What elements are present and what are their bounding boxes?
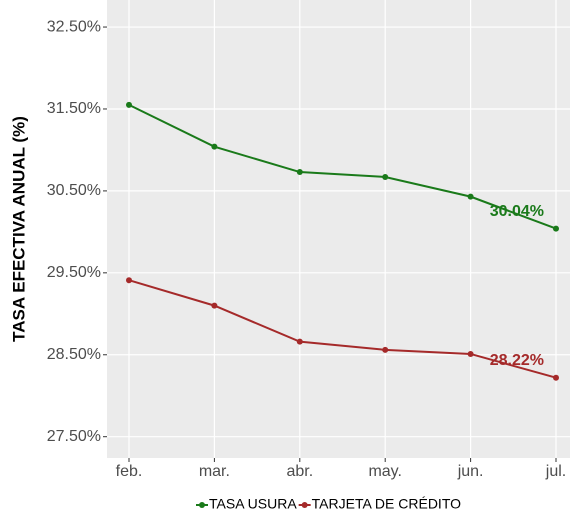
data-label: 30.04% [490,203,544,220]
x-tick-label: abr. [286,463,313,480]
data-point [296,338,303,345]
x-tick-label: feb. [116,463,143,480]
data-point [382,346,389,353]
y-tick-label: 31.50% [47,100,101,117]
data-point [553,374,559,381]
data-label: 28.22% [490,352,544,369]
plot-background [107,0,570,458]
data-point [467,193,474,200]
data-point [296,169,303,176]
y-tick-label: 28.50% [47,346,101,363]
y-tick-label: 27.50% [47,428,101,445]
data-point [553,225,559,232]
x-tick-label: mar. [199,463,230,480]
y-tick-label: 32.50% [47,18,101,35]
x-tick-label: may. [368,463,401,480]
data-point [211,302,218,309]
y-tick-label: 29.50% [47,264,101,281]
legend-label: TARJETA DE CRÉDITO [312,496,461,512]
y-axis-label: TASA EFECTIVA ANUAL (%) [9,116,28,342]
x-tick-label: jul. [545,463,566,480]
x-tick-label: jun. [457,463,484,480]
data-point [126,277,132,284]
series-line [128,103,557,230]
data-point [126,101,132,108]
series-line [128,279,557,379]
legend-label: TASA USURA [209,496,297,512]
y-tick-label: 30.50% [47,182,101,199]
legend-key-point [199,502,205,508]
data-point [382,173,389,180]
legend-key-point [301,502,308,508]
data-point [467,350,474,357]
data-point [211,143,218,150]
